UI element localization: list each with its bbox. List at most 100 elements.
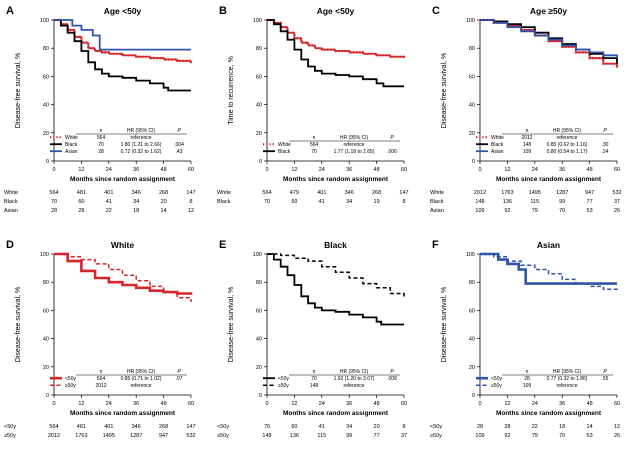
y-tick-label: 80: [469, 46, 475, 52]
legend-n: 70: [311, 149, 317, 155]
risk-value: 401: [317, 190, 326, 196]
risk-value: 947: [585, 190, 594, 196]
risk-value: 148: [475, 199, 484, 205]
risk-row-label: ≥50y: [217, 433, 229, 439]
panel-label: A: [6, 5, 14, 17]
x-axis-label: Months since random assignment: [70, 176, 176, 183]
x-tick-label: 0: [478, 167, 481, 173]
risk-value: 2012: [48, 433, 60, 439]
chart-panel-c: C Age ≥50y Disease-free survival, % 0 20 40 60…: [430, 5, 622, 214]
chart-title: Age <50y: [317, 6, 355, 16]
y-tick-label: 40: [256, 103, 262, 109]
legend-n: 109: [523, 149, 532, 155]
legend-p: .004: [174, 142, 184, 148]
legend-n: 70: [311, 376, 317, 382]
y-tick-label: 60: [43, 308, 49, 314]
risk-value: 268: [372, 190, 381, 196]
risk-value: 14: [161, 208, 167, 214]
legend-n: 564: [97, 135, 106, 141]
x-tick-label: 60: [188, 167, 194, 173]
legend-label: White: [278, 142, 291, 148]
y-tick-label: 20: [256, 365, 262, 371]
series-line-1: [480, 253, 618, 293]
x-tick-label: 48: [587, 167, 593, 173]
y-tick-label: 100: [40, 18, 49, 24]
risk-row-label: White: [217, 190, 231, 196]
y-tick-label: 40: [43, 103, 49, 109]
risk-value: 147: [186, 190, 195, 196]
risk-value: 401: [104, 190, 113, 196]
risk-value: 19: [374, 199, 380, 205]
legend-header-n: n: [100, 128, 103, 134]
x-tick-label: 24: [319, 167, 325, 173]
risk-value: 28: [477, 424, 483, 430]
series-line-1: [54, 19, 191, 92]
y-tick-label: 60: [469, 74, 475, 80]
legend-header-hr: HR (95% CI): [127, 128, 156, 134]
x-tick-label: 60: [188, 401, 194, 407]
y-tick-label: 40: [469, 337, 475, 343]
risk-value: 20: [161, 199, 167, 205]
x-tick-label: 24: [319, 401, 325, 407]
x-tick-label: 24: [106, 401, 112, 407]
risk-value: 53: [587, 208, 593, 214]
risk-value: 37: [614, 199, 620, 205]
risk-value: 70: [264, 424, 270, 430]
x-axis-label: Months since random assignment: [283, 410, 389, 417]
x-tick-label: 0: [478, 401, 481, 407]
y-axis-label: Disease-free survival, %: [441, 287, 448, 362]
risk-value: 148: [262, 433, 271, 439]
x-tick-label: 36: [133, 167, 139, 173]
risk-value: 8: [402, 199, 405, 205]
panel-label: E: [219, 239, 226, 251]
risk-value: 34: [133, 199, 139, 205]
x-tick-label: 60: [401, 167, 407, 173]
risk-row-label: Asian: [430, 208, 444, 214]
risk-value: 136: [290, 433, 299, 439]
x-tick-label: 12: [504, 401, 510, 407]
y-tick-label: 40: [256, 337, 262, 343]
y-tick-label: 20: [256, 131, 262, 137]
x-tick-label: 48: [374, 167, 380, 173]
risk-value: 22: [106, 208, 112, 214]
y-tick-label: 60: [469, 308, 475, 314]
chart-title: Asian: [537, 240, 560, 250]
legend-hr: 0.80 (0.54 to 1.17): [547, 149, 588, 155]
y-axis-label: Disease-free survival, %: [15, 53, 22, 128]
x-tick-label: 48: [374, 401, 380, 407]
legend-hr: 1.92 (1.20 to 3.07): [334, 376, 375, 382]
legend-p: .006: [387, 149, 397, 155]
x-tick-label: 24: [532, 167, 538, 173]
risk-value: 147: [186, 424, 195, 430]
legend-header-p: P: [390, 135, 394, 141]
y-tick-label: 20: [43, 131, 49, 137]
risk-value: 34: [346, 199, 352, 205]
panel-label: C: [432, 5, 440, 17]
risk-value: 8: [402, 424, 405, 430]
legend-label: Black: [65, 142, 78, 148]
legend-hr: 1.77 (1.18 to 2.65): [334, 149, 375, 155]
risk-value: 268: [159, 190, 168, 196]
legend-header-hr: HR (95% CI): [340, 135, 369, 141]
risk-row-label: White: [430, 190, 444, 196]
risk-value: 60: [78, 199, 84, 205]
x-tick-label: 48: [587, 401, 593, 407]
risk-value: 92: [504, 208, 510, 214]
y-tick-label: 60: [43, 74, 49, 80]
risk-row-label: White: [4, 190, 18, 196]
x-tick-label: 0: [265, 167, 268, 173]
legend-label: <50y: [278, 376, 289, 382]
y-axis-label: Disease-free survival, %: [15, 287, 22, 362]
legend-header-hr: HR (95% CI): [340, 369, 369, 375]
legend-hr: 0.85 (0.62 to 1.16): [547, 142, 588, 148]
x-tick-label: 0: [52, 401, 55, 407]
risk-value: 1287: [556, 190, 568, 196]
legend-label: ≥50y: [278, 383, 289, 389]
series-line-1: [267, 253, 405, 298]
series-line-1: [54, 253, 192, 302]
series-line-0: [480, 252, 617, 285]
risk-value: 26: [614, 433, 620, 439]
risk-row-label: <50y: [217, 424, 229, 430]
x-tick-label: 60: [401, 401, 407, 407]
